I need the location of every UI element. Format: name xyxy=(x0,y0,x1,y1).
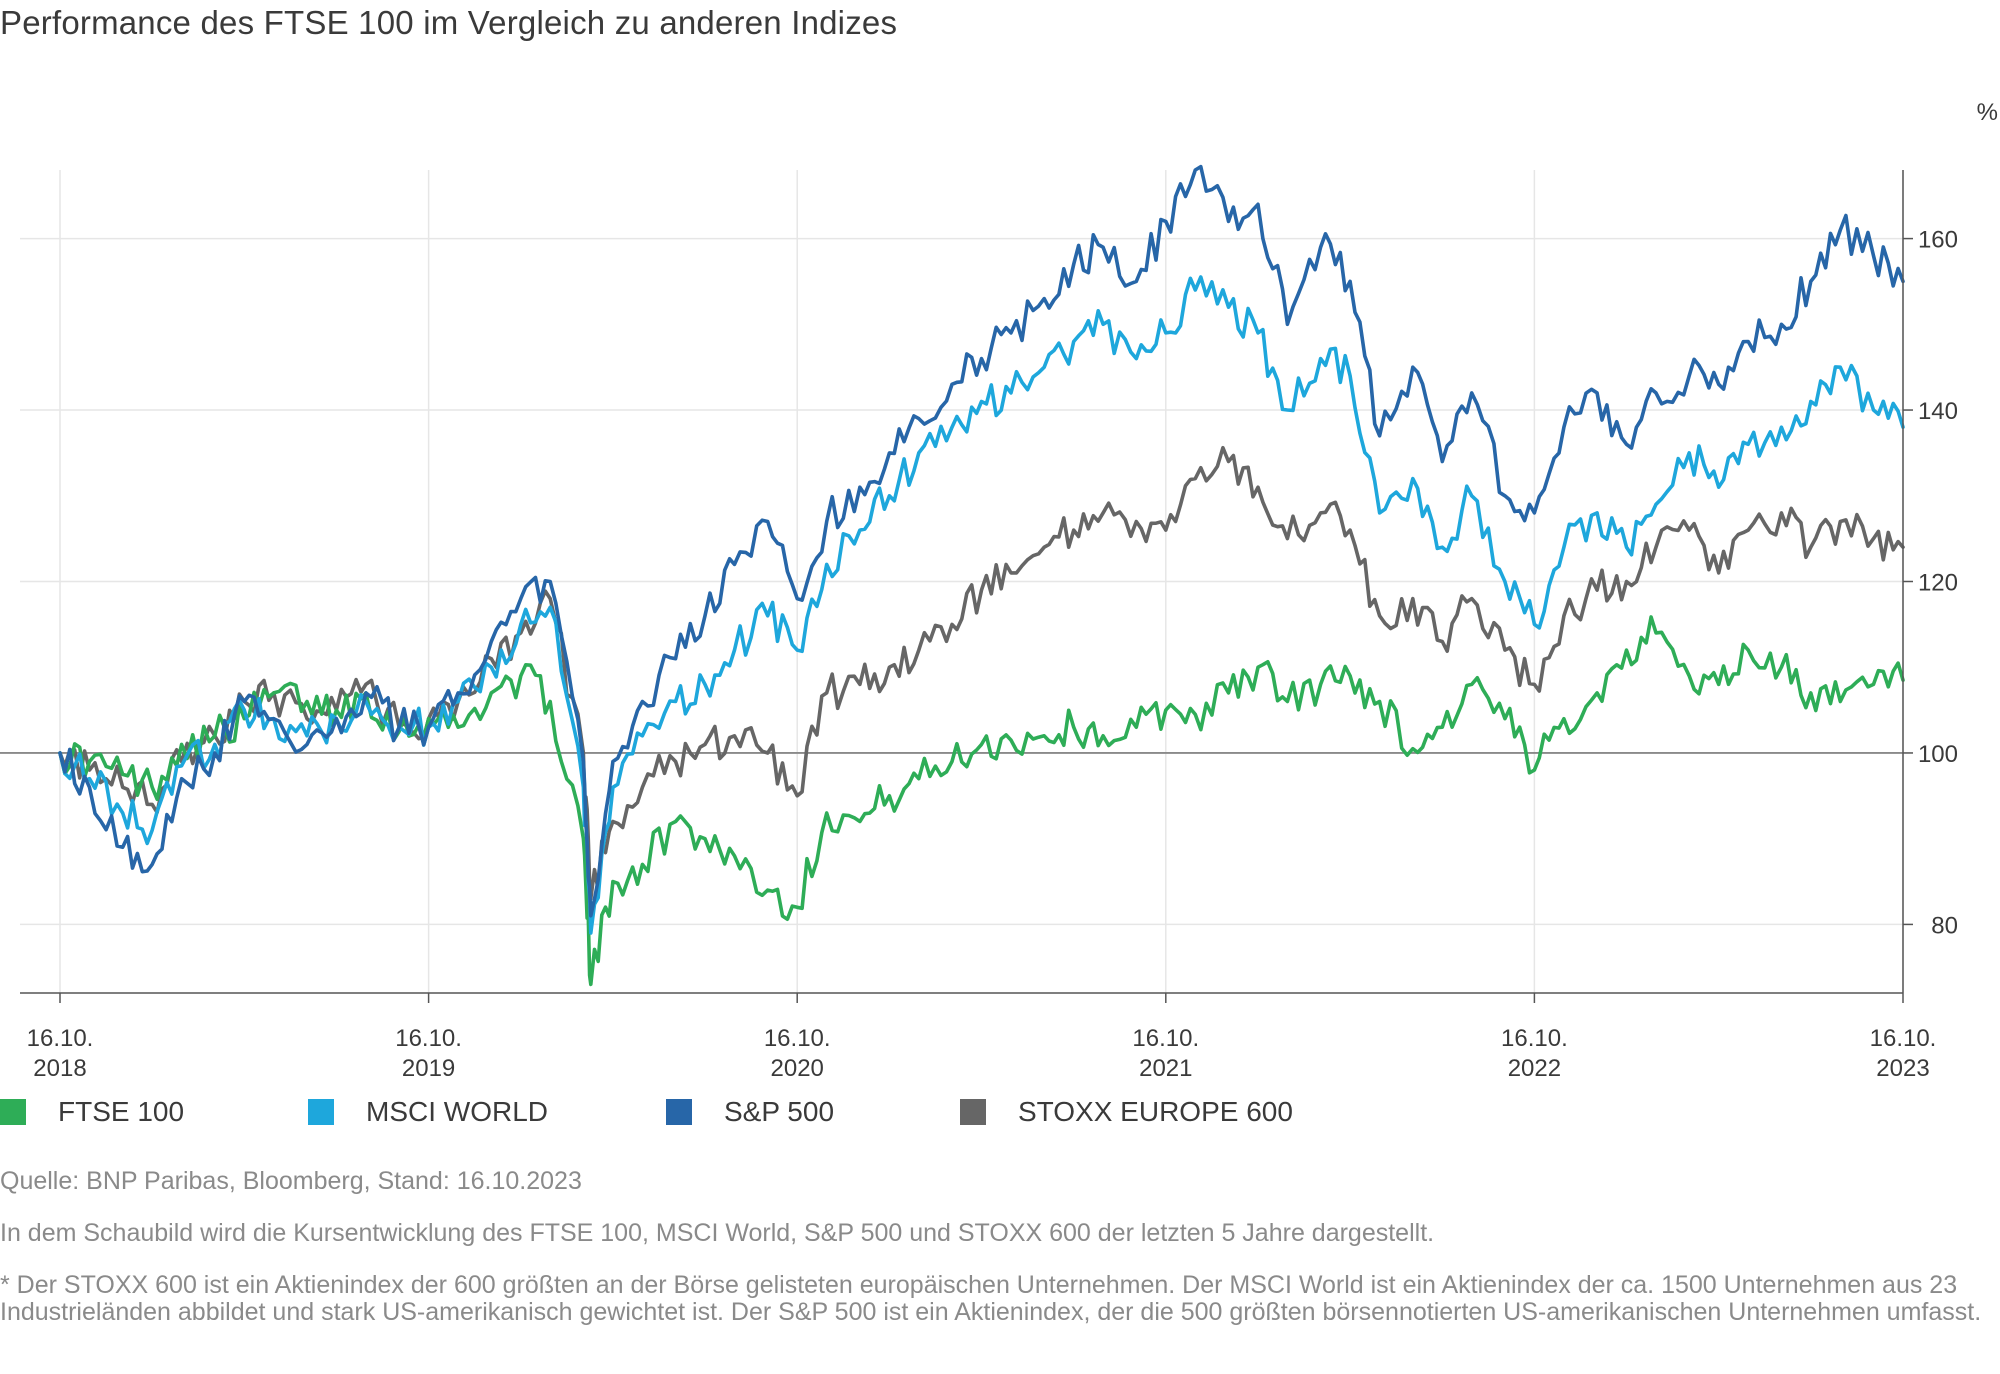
x-tick-label-year: 2018 xyxy=(33,1055,86,1082)
gridlines xyxy=(20,170,1904,993)
y-tick-label: 140 xyxy=(1918,398,1958,425)
y-tick-label: 120 xyxy=(1918,570,1958,597)
x-tick-label-day: 16.10. xyxy=(764,1025,831,1052)
legend-label-stoxx-europe-600: STOXX EUROPE 600 xyxy=(1018,1096,1293,1127)
y-tick-label: 80 xyxy=(1931,912,1958,939)
notes: Quelle: BNP Paribas, Bloomberg, Stand: 1… xyxy=(0,1168,1990,1351)
y-tick-label: 160 xyxy=(1918,227,1958,254)
legend-item-stoxx-europe-600: STOXX EUROPE 600 xyxy=(960,1096,1293,1128)
chart-title: Performance des FTSE 100 im Vergleich zu… xyxy=(0,4,898,41)
description-note: In dem Schaubild wird die Kursentwicklun… xyxy=(0,1219,1435,1247)
series-line-msci-world xyxy=(58,275,1905,935)
x-tick-label-year: 2021 xyxy=(1139,1055,1192,1082)
source-note: Quelle: BNP Paribas, Bloomberg, Stand: 1… xyxy=(0,1167,582,1195)
x-tick-label-day: 16.10. xyxy=(1870,1025,1937,1052)
legend: FTSE 100 MSCI WORLD S&P 500 STOXX EUROPE… xyxy=(0,1096,1400,1136)
legend-label-ftse-100: FTSE 100 xyxy=(58,1096,185,1127)
legend-label-sp-500: S&P 500 xyxy=(724,1096,835,1127)
legend-swatch-stoxx-europe-600 xyxy=(960,1099,986,1125)
legend-item-sp-500: S&P 500 xyxy=(666,1096,834,1128)
x-tick-label-day: 16.10. xyxy=(27,1025,94,1052)
legend-item-ftse-100: FTSE 100 xyxy=(0,1096,184,1128)
chart-area: 80 100 120 140 160% 16.10. 2018 16.10. 2019 16.10… xyxy=(0,99,1998,1082)
footnote: * Der STOXX 600 ist ein Aktienindex der … xyxy=(0,1271,1982,1326)
series-line-s-p-500 xyxy=(58,164,1905,918)
series-line-stoxx-europe-600 xyxy=(58,445,1905,901)
legend-swatch-msci-world xyxy=(308,1099,334,1125)
series-line-ftse-100 xyxy=(58,615,1905,987)
x-tick-label-day: 16.10. xyxy=(1501,1025,1568,1052)
x-tick-label-day: 16.10. xyxy=(395,1025,462,1052)
x-tick-label-year: 2019 xyxy=(402,1055,455,1082)
y-axis-unit-label: % xyxy=(1977,99,1998,126)
axes xyxy=(20,170,1913,1003)
tick-labels: 80 100 120 140 160% 16.10. 2018 16.10. 2019 16.10… xyxy=(27,99,1998,1082)
legend-swatch-sp-500 xyxy=(666,1099,692,1125)
x-tick-label-year: 2023 xyxy=(1876,1055,1929,1082)
legend-item-msci-world: MSCI WORLD xyxy=(308,1096,548,1128)
x-tick-label-year: 2020 xyxy=(771,1055,824,1082)
y-tick-label: 100 xyxy=(1918,741,1958,768)
legend-swatch-ftse-100 xyxy=(0,1099,26,1125)
legend-label-msci-world: MSCI WORLD xyxy=(366,1096,548,1127)
x-tick-label-day: 16.10. xyxy=(1132,1025,1199,1052)
x-tick-label-year: 2022 xyxy=(1508,1055,1561,1082)
series-lines xyxy=(58,164,1905,987)
